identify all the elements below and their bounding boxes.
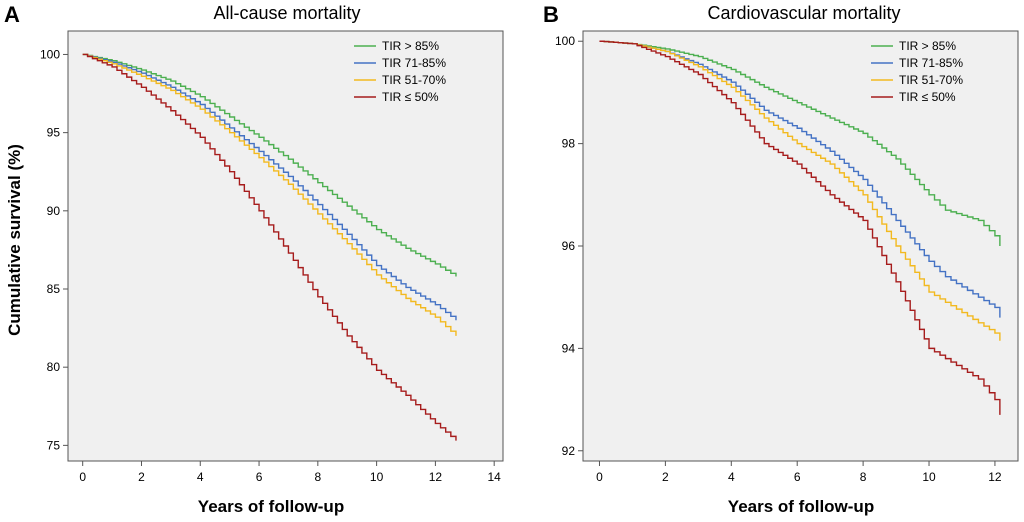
series-line-2 (82, 53, 457, 336)
legend-label: TIR > 85% (382, 39, 439, 53)
y-axis-label: Cumulative survival (%) (5, 144, 24, 336)
x-tick-label: 0 (596, 470, 603, 484)
y-tick-label: 95 (47, 126, 61, 140)
x-tick-label: 12 (429, 470, 443, 484)
y-axis: 92 94 96 98 100 (555, 34, 583, 458)
x-tick-label: 10 (922, 470, 936, 484)
legend-label: TIR ≤ 50% (382, 90, 439, 104)
x-tick-label: 4 (728, 470, 735, 484)
legend-label: TIR 51-70% (899, 73, 963, 87)
y-tick-label: 75 (47, 438, 61, 452)
y-axis: 75 80 85 90 95 100 (40, 47, 68, 452)
y-tick-label: 90 (47, 204, 61, 218)
y-tick-label: 85 (47, 282, 61, 296)
series-line-3 (599, 40, 1001, 415)
x-axis-label: Years of follow-up (728, 497, 874, 516)
x-tick-label: 6 (794, 470, 801, 484)
series-lines (82, 53, 457, 441)
legend-label: TIR 51-70% (382, 73, 446, 87)
y-tick-label: 100 (555, 34, 575, 48)
x-tick-label: 0 (79, 470, 86, 484)
y-tick-label: 100 (40, 47, 60, 61)
x-tick-label: 6 (256, 470, 263, 484)
chart-title: All-cause mortality (213, 3, 360, 23)
series-lines (599, 40, 1001, 415)
legend-label: TIR 71-85% (382, 56, 446, 70)
panel-letter: B (543, 2, 559, 27)
x-axis: 0 2 4 6 8 10 12 14 (79, 461, 501, 484)
legend: TIR > 85% TIR 71-85% TIR 51-70% TIR ≤ 50% (354, 39, 446, 104)
y-tick-label: 94 (562, 341, 576, 355)
series-line-1 (82, 53, 457, 321)
x-tick-label: 12 (988, 470, 1002, 484)
y-tick-label: 98 (562, 137, 576, 151)
x-tick-label: 8 (314, 470, 321, 484)
legend-label: TIR 71-85% (899, 56, 963, 70)
panel-all-cause: A All-cause mortality 75 80 85 90 95 100 0 2 4 6… (4, 2, 504, 516)
y-tick-label: 80 (47, 360, 61, 374)
series-line-0 (82, 53, 457, 277)
x-tick-label: 14 (488, 470, 502, 484)
x-tick-label: 10 (370, 470, 384, 484)
panel-letter: A (4, 2, 20, 27)
x-tick-label: 2 (138, 470, 145, 484)
x-axis: 0 2 4 6 8 10 12 (596, 461, 1002, 484)
legend-label: TIR > 85% (899, 39, 956, 53)
x-axis-label: Years of follow-up (198, 497, 344, 516)
y-tick-label: 92 (562, 444, 576, 458)
legend-label: TIR ≤ 50% (899, 90, 956, 104)
series-line-0 (599, 40, 1001, 246)
series-line-3 (82, 53, 457, 441)
legend: TIR > 85% TIR 71-85% TIR 51-70% TIR ≤ 50% (871, 39, 963, 104)
y-tick-label: 96 (562, 239, 576, 253)
chart-title: Cardiovascular mortality (707, 3, 900, 23)
x-tick-label: 8 (860, 470, 867, 484)
x-tick-label: 2 (662, 470, 669, 484)
series-line-2 (599, 40, 1001, 341)
x-tick-label: 4 (197, 470, 204, 484)
